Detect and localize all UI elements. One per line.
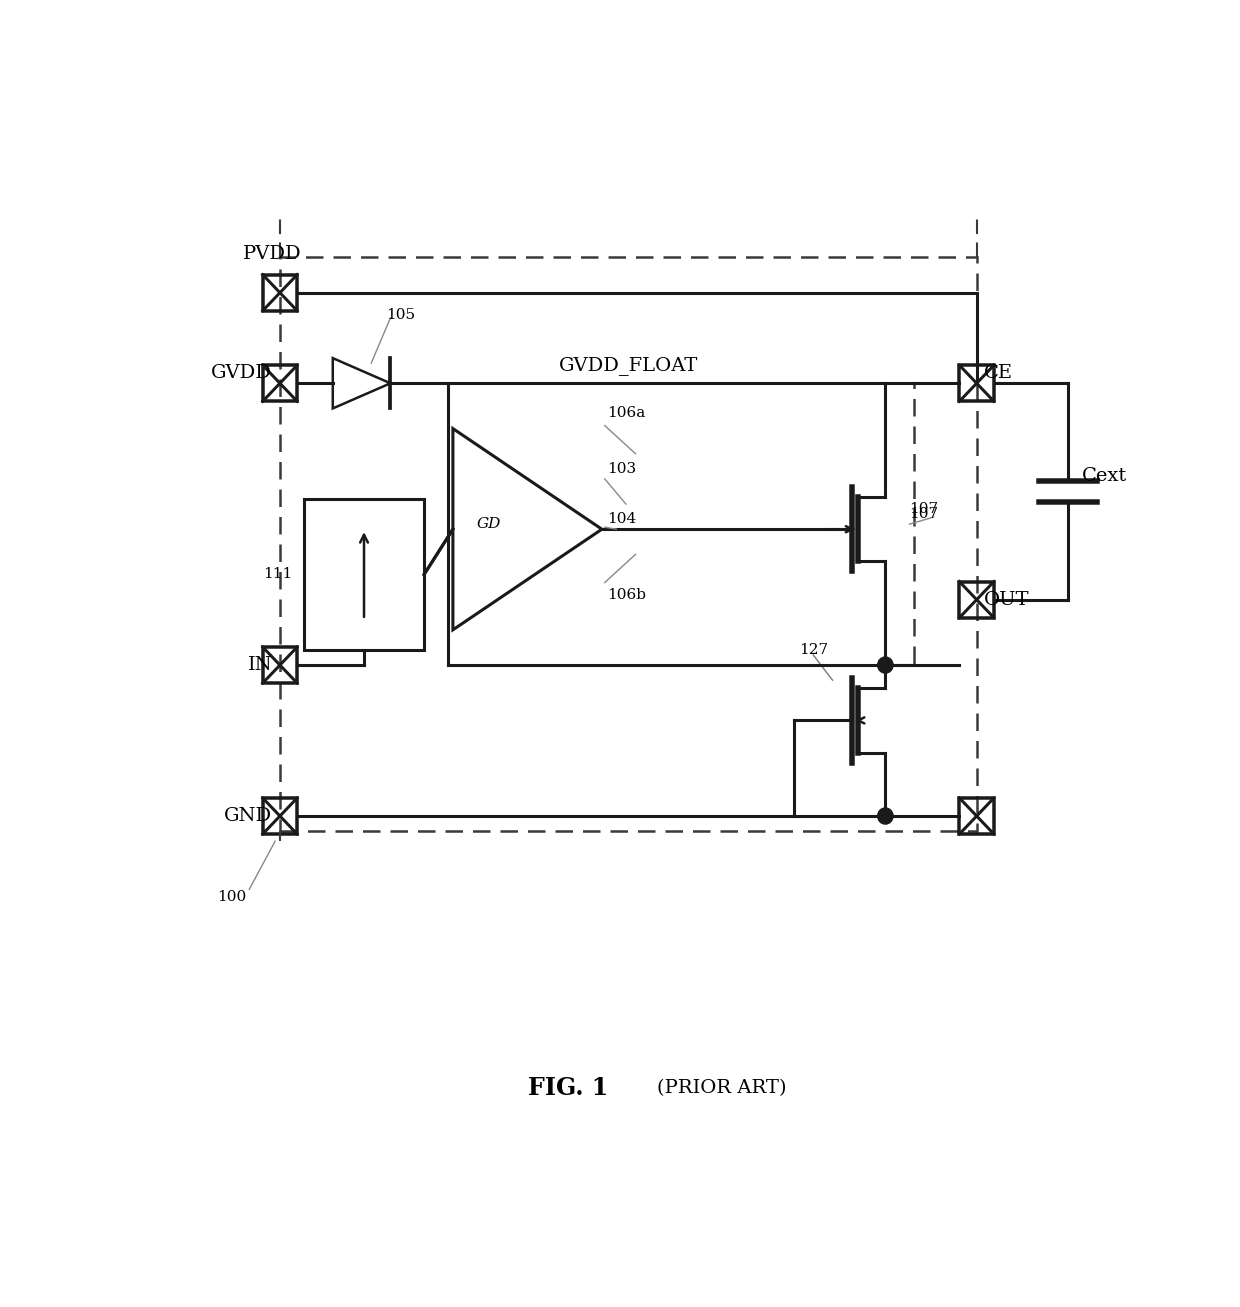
Bar xyxy=(263,274,298,311)
Text: GVDD_FLOAT: GVDD_FLOAT xyxy=(558,356,698,375)
Text: Cext: Cext xyxy=(1083,468,1127,485)
Text: (PRIOR ART): (PRIOR ART) xyxy=(657,1078,786,1097)
Bar xyxy=(960,797,994,834)
Text: 105: 105 xyxy=(386,308,414,322)
Text: 127: 127 xyxy=(799,643,828,657)
Text: 107: 107 xyxy=(909,507,939,521)
Text: CE: CE xyxy=(985,365,1013,382)
Bar xyxy=(304,499,424,650)
Text: IN: IN xyxy=(248,656,273,674)
Text: 100: 100 xyxy=(217,890,247,903)
Text: GVDD: GVDD xyxy=(211,365,273,382)
Bar xyxy=(960,365,994,401)
Text: 111: 111 xyxy=(263,567,293,582)
Circle shape xyxy=(878,808,893,825)
Text: 106a: 106a xyxy=(606,406,645,421)
Text: 106b: 106b xyxy=(606,588,646,601)
Bar xyxy=(448,383,914,665)
Text: FIG. 1: FIG. 1 xyxy=(528,1076,609,1099)
Text: 107: 107 xyxy=(909,502,939,516)
Bar xyxy=(280,257,977,831)
Bar xyxy=(263,647,298,684)
Bar xyxy=(960,582,994,618)
Bar xyxy=(263,365,298,401)
Text: OUT: OUT xyxy=(985,591,1030,609)
Text: 103: 103 xyxy=(606,461,636,476)
Text: PVDD: PVDD xyxy=(243,244,301,263)
Text: GND: GND xyxy=(224,806,273,825)
Circle shape xyxy=(878,657,893,673)
Text: 104: 104 xyxy=(606,512,636,527)
Bar xyxy=(263,797,298,834)
Text: GD: GD xyxy=(477,518,501,531)
